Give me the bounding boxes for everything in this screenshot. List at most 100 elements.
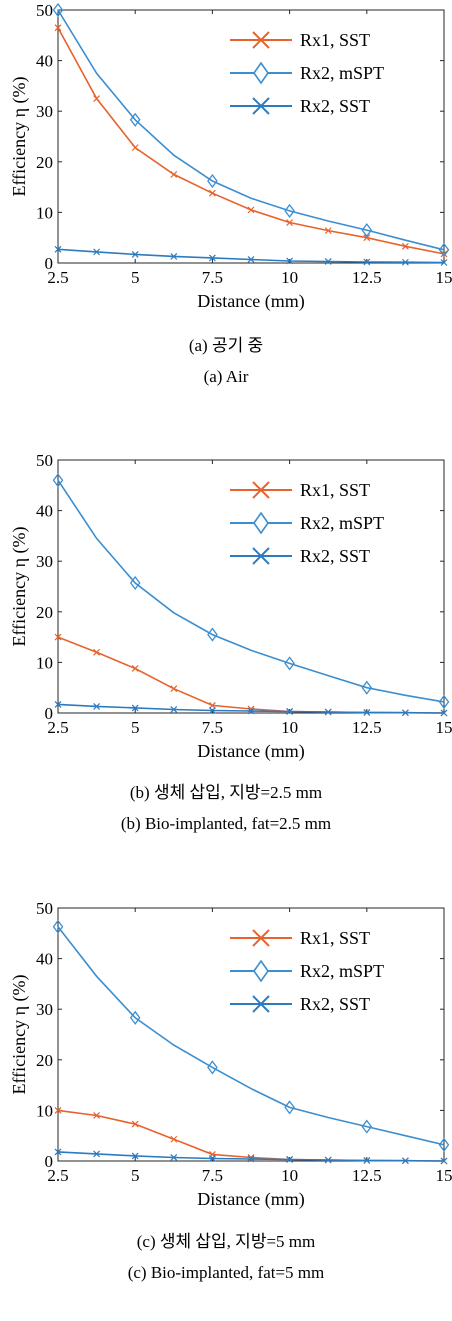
caption-c-korean: (c) 생체 삽입, 지방=5 mm (136, 1232, 316, 1251)
data-point-x (363, 1157, 371, 1164)
data-point-diamond (438, 242, 450, 257)
y-axis-label: Efficiency η (%) (9, 76, 30, 196)
data-point-diamond (129, 575, 141, 591)
x-tick-label: 12.5 (352, 268, 382, 287)
data-point-x (93, 248, 101, 256)
data-point-x (93, 648, 101, 656)
series-line (57, 636, 445, 714)
data-point-x (401, 258, 409, 266)
data-point-diamond (361, 223, 373, 238)
chart-panel-c: 2.5 5 7.5 10 12.5 15 0 10 20 30 40 50 Distance (mm) E… (0, 898, 452, 1233)
legend-marker-x (252, 97, 270, 115)
y-tick-label: 30 (36, 1000, 53, 1019)
x-tick-label: 15 (436, 268, 452, 287)
data-point-x (401, 242, 409, 250)
y-tick-label: 0 (45, 1152, 54, 1171)
data-point-x (286, 1156, 294, 1163)
x-tick-label: 15 (436, 718, 452, 737)
data-point-x (247, 256, 255, 263)
data-point-diamond (207, 173, 218, 189)
legend-marker-x (252, 995, 270, 1013)
x-tick-label: 10 (281, 1166, 298, 1185)
data-point-x (247, 707, 255, 715)
data-point-x (170, 1135, 178, 1143)
data-point-x (131, 1120, 139, 1128)
y-tick-label: 20 (36, 1051, 53, 1070)
legend-label: Rx2, mSPT (300, 63, 384, 83)
caption-c-english: (c) Bio-implanted, fat=5 mm (127, 1263, 325, 1282)
legend-marker-diamond (253, 511, 269, 535)
data-point-diamond (52, 473, 64, 488)
y-axis-label: Efficiency η (%) (9, 526, 30, 646)
y-tick-label: 30 (36, 102, 53, 121)
data-point-x (54, 1148, 62, 1156)
caption-b-english: (b) Bio-implanted, fat=2.5 mm (120, 814, 332, 833)
data-point-x (401, 709, 409, 717)
y-axis-label: Efficiency η (%) (9, 974, 30, 1094)
chart-panel-a: 2.5 5 7.5 10 12.5 15 0 10 20 30 40 50 Distance (mm) E… (0, 0, 452, 335)
data-point-x (324, 258, 332, 265)
data-point-x (54, 633, 62, 641)
legend-label: Rx2, SST (300, 96, 370, 116)
y-tick-label: 20 (36, 153, 53, 172)
caption-b-korean: (b) 생체 삽입, 지방=2.5 mm (129, 783, 323, 802)
legend-marker-x (252, 547, 270, 565)
x-tick-label: 2.5 (47, 718, 68, 737)
data-point-diamond (129, 112, 141, 127)
x-tick-label: 12.5 (352, 1166, 382, 1185)
legend-label: Rx2, SST (300, 546, 370, 566)
data-point-x (54, 245, 62, 253)
data-point-diamond (361, 680, 373, 695)
chart-a: 2.5 5 7.5 10 12.5 15 0 10 20 30 40 50 Distance (mm) E… (9, 1, 452, 312)
x-tick-label: 7.5 (202, 718, 223, 737)
data-point-x (170, 685, 178, 693)
legend-marker-diamond (253, 61, 269, 85)
data-point-x (324, 1156, 332, 1164)
legend-marker-x (252, 929, 270, 947)
x-axis-label: Distance (mm) (197, 291, 304, 312)
data-point-diamond (361, 1119, 373, 1134)
data-point-x (363, 234, 371, 242)
legend-label: Rx1, SST (300, 928, 370, 948)
data-point-x (131, 1152, 139, 1160)
chart-panel-b: 2.5 5 7.5 10 12.5 15 0 10 20 30 40 50 Distance (mm) E… (0, 450, 452, 785)
legend-label: Rx2, mSPT (300, 961, 384, 981)
y-tick-label: 50 (36, 1, 53, 20)
data-point-diamond (129, 1010, 141, 1025)
y-tick-label: 40 (36, 950, 53, 969)
data-point-diamond (207, 627, 218, 642)
data-point-x (170, 252, 178, 260)
data-point-x (363, 258, 371, 266)
x-tick-label: 15 (436, 1166, 452, 1185)
data-point-x (286, 219, 294, 226)
legend-marker-x (252, 481, 270, 499)
y-tick-label: 20 (36, 603, 53, 622)
y-tick-label: 40 (36, 502, 53, 521)
y-tick-label: 10 (36, 653, 53, 672)
data-point-x (170, 1154, 178, 1161)
data-point-x (208, 189, 216, 197)
x-axis-label: Distance (mm) (197, 1189, 304, 1210)
data-point-diamond (207, 1060, 218, 1075)
data-point-diamond (52, 919, 64, 934)
data-point-x (208, 707, 216, 714)
data-point-x (170, 171, 178, 178)
data-point-x (131, 250, 139, 258)
chart-c: 2.5 5 7.5 10 12.5 15 0 10 20 30 40 50 Distance (mm) E… (9, 899, 452, 1210)
data-point-x (208, 1155, 216, 1162)
plot-frame (57, 9, 445, 264)
data-point-x (131, 704, 139, 712)
series-line (57, 479, 445, 703)
data-point-x (324, 708, 332, 716)
x-tick-label: 10 (281, 268, 298, 287)
data-point-x (93, 1112, 101, 1119)
y-tick-label: 0 (45, 254, 54, 273)
legend-marker-x (252, 31, 270, 49)
data-point-x (286, 257, 294, 265)
data-point-diamond (438, 694, 450, 709)
legend-label: Rx2, SST (300, 994, 370, 1014)
data-point-diamond (438, 1137, 450, 1152)
x-axis-label: Distance (mm) (197, 741, 304, 762)
data-point-x (170, 706, 178, 713)
data-point-diamond (284, 656, 295, 671)
